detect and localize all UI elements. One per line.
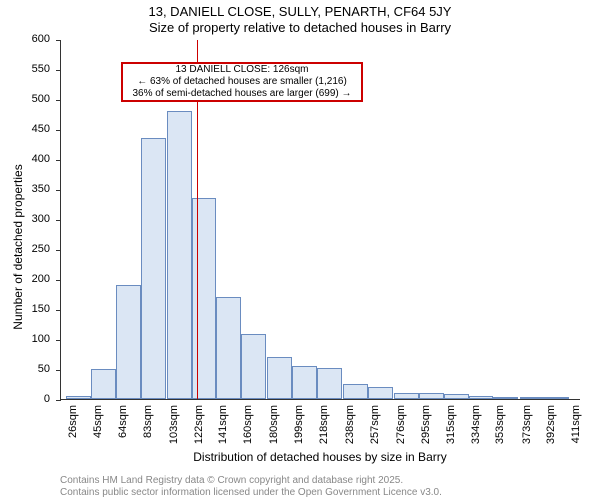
y-tick-label: 500	[10, 93, 50, 105]
y-tick	[56, 310, 61, 311]
x-tick-label: 315sqm	[445, 405, 457, 455]
x-tick-label: 373sqm	[521, 405, 533, 455]
histogram-bar	[167, 111, 192, 399]
histogram-bar	[419, 393, 444, 399]
annotation-line-2: ← 63% of detached houses are smaller (1,…	[123, 76, 361, 88]
histogram-bar	[216, 297, 241, 399]
annotation-line-1: 13 DANIELL CLOSE: 126sqm	[123, 64, 361, 76]
title-line-2: Size of property relative to detached ho…	[0, 20, 600, 35]
footer-line-1: Contains HM Land Registry data © Crown c…	[60, 475, 403, 486]
y-tick	[56, 190, 61, 191]
histogram-bar	[343, 384, 368, 399]
x-tick-label: 45sqm	[92, 405, 104, 455]
y-tick-label: 550	[10, 63, 50, 75]
x-tick-label: 64sqm	[117, 405, 129, 455]
y-tick	[56, 70, 61, 71]
x-tick-label: 83sqm	[142, 405, 154, 455]
y-tick	[56, 400, 61, 401]
x-tick-label: 122sqm	[193, 405, 205, 455]
histogram-bar	[292, 366, 317, 399]
y-tick	[56, 40, 61, 41]
x-tick-label: 180sqm	[268, 405, 280, 455]
x-tick-label: 218sqm	[318, 405, 330, 455]
y-tick-label: 250	[10, 243, 50, 255]
y-tick	[56, 370, 61, 371]
y-tick-label: 50	[10, 363, 50, 375]
y-tick-label: 150	[10, 303, 50, 315]
y-tick-label: 100	[10, 333, 50, 345]
x-tick-label: 103sqm	[168, 405, 180, 455]
histogram-bar	[520, 397, 545, 399]
histogram-bar	[192, 198, 217, 399]
x-tick-label: 276sqm	[395, 405, 407, 455]
y-tick-label: 200	[10, 273, 50, 285]
plot-area: 05010015020025030035040045050055060026sq…	[60, 40, 580, 400]
histogram-bar	[91, 369, 116, 399]
histogram-bar	[394, 393, 419, 399]
y-tick	[56, 340, 61, 341]
footer-line-2: Contains public sector information licen…	[60, 487, 442, 498]
y-tick-label: 300	[10, 213, 50, 225]
x-axis-label: Distribution of detached houses by size …	[60, 450, 580, 464]
y-tick	[56, 280, 61, 281]
histogram-bar	[66, 396, 91, 399]
y-tick-label: 350	[10, 183, 50, 195]
x-tick-label: 392sqm	[545, 405, 557, 455]
x-tick-label: 160sqm	[242, 405, 254, 455]
histogram-bar	[267, 357, 292, 399]
x-tick-label: 141sqm	[217, 405, 229, 455]
histogram-bar	[544, 397, 569, 399]
y-tick-label: 600	[10, 33, 50, 45]
annotation-box: 13 DANIELL CLOSE: 126sqm← 63% of detache…	[121, 62, 363, 102]
x-tick-label: 26sqm	[67, 405, 79, 455]
histogram-bar	[241, 334, 266, 399]
annotation-line-3: 36% of semi-detached houses are larger (…	[123, 88, 361, 100]
y-tick-label: 0	[10, 393, 50, 405]
y-tick	[56, 160, 61, 161]
histogram-bar	[317, 368, 342, 399]
y-tick-label: 400	[10, 153, 50, 165]
histogram-bar	[493, 397, 518, 399]
histogram-bar	[444, 394, 469, 399]
histogram-bar	[141, 138, 166, 399]
y-tick	[56, 100, 61, 101]
x-tick-label: 295sqm	[420, 405, 432, 455]
x-tick-label: 411sqm	[570, 405, 582, 455]
y-tick-label: 450	[10, 123, 50, 135]
histogram-bar	[469, 396, 494, 399]
histogram-bar	[368, 387, 393, 399]
histogram-bar	[116, 285, 141, 399]
x-tick-label: 353sqm	[494, 405, 506, 455]
x-tick-label: 257sqm	[369, 405, 381, 455]
x-tick-label: 334sqm	[470, 405, 482, 455]
x-tick-label: 238sqm	[344, 405, 356, 455]
y-tick	[56, 130, 61, 131]
x-tick-label: 199sqm	[293, 405, 305, 455]
y-tick	[56, 220, 61, 221]
title-line-1: 13, DANIELL CLOSE, SULLY, PENARTH, CF64 …	[0, 4, 600, 19]
y-tick	[56, 250, 61, 251]
